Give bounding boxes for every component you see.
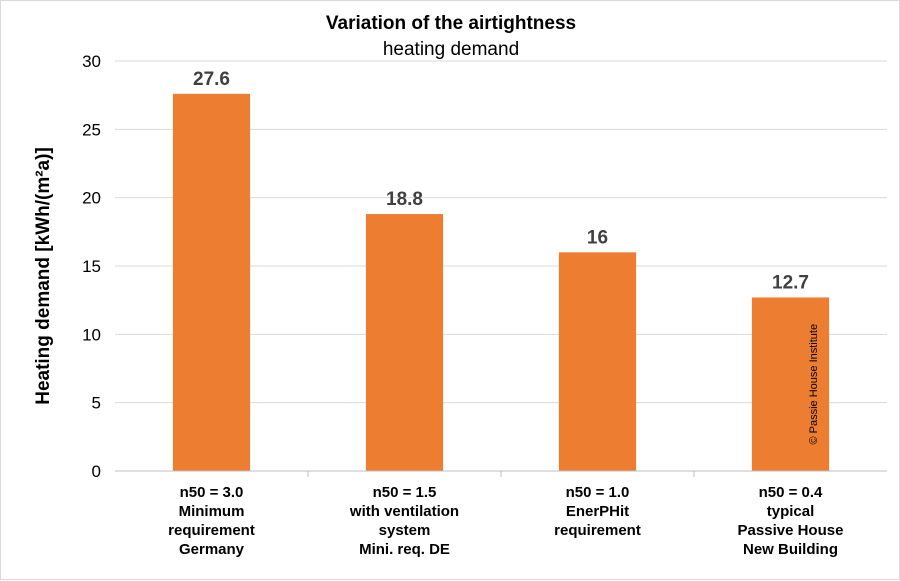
x-category-label: n50 = 1.0 (566, 484, 630, 501)
chart-title: Variation of the airtightness (326, 13, 576, 34)
bar-value-label: 16 (587, 227, 608, 248)
bar-value-label: 12.7 (772, 272, 809, 293)
x-category-label: typical (767, 503, 815, 520)
chart-subtitle: heating demand (383, 39, 519, 60)
watermark-text: © Passie House Institute (808, 324, 820, 445)
bar-value-label: 27.6 (193, 69, 230, 90)
bar (172, 93, 251, 472)
x-category-label: requirement (168, 522, 255, 539)
y-axis-ticks: 0 5 10 15 20 25 30 (82, 52, 101, 481)
x-category-label: Mini. req. DE (359, 541, 450, 558)
x-category-label: n50 = 1.5 (373, 484, 437, 501)
x-category-label: n50 = 3.0 (180, 484, 244, 501)
y-axis-label: Heating demand [kWh/(m²a)] (33, 147, 54, 405)
bar (558, 252, 637, 471)
bar-value-label: 18.8 (386, 189, 423, 210)
y-tick-label: 10 (82, 325, 101, 344)
y-tick-label: 20 (82, 189, 101, 208)
y-tick-label: 5 (92, 394, 101, 413)
y-tick-label: 30 (82, 52, 101, 71)
value-labels: 27.6 18.8 16 12.7 (193, 69, 809, 294)
y-tick-label: 15 (82, 257, 101, 276)
x-category-label: Passive House (738, 522, 844, 539)
y-tick-label: 25 (82, 120, 101, 139)
bar (365, 214, 444, 472)
x-category-label: New Building (743, 541, 838, 558)
x-category-label: Minimum (179, 503, 245, 520)
x-category-label: with ventilation (349, 503, 459, 520)
y-tick-label: 0 (92, 462, 101, 481)
bars (172, 93, 830, 472)
x-category-label: EnerPHit (566, 503, 629, 520)
x-axis-labels: n50 = 3.0 Minimum requirement Germany n50 = … (168, 471, 843, 558)
x-category-label: n50 = 0.4 (759, 484, 823, 501)
bar (751, 297, 830, 471)
x-category-label: requirement (554, 522, 641, 539)
x-category-label: Germany (179, 541, 245, 558)
x-category-label: system (379, 522, 431, 539)
